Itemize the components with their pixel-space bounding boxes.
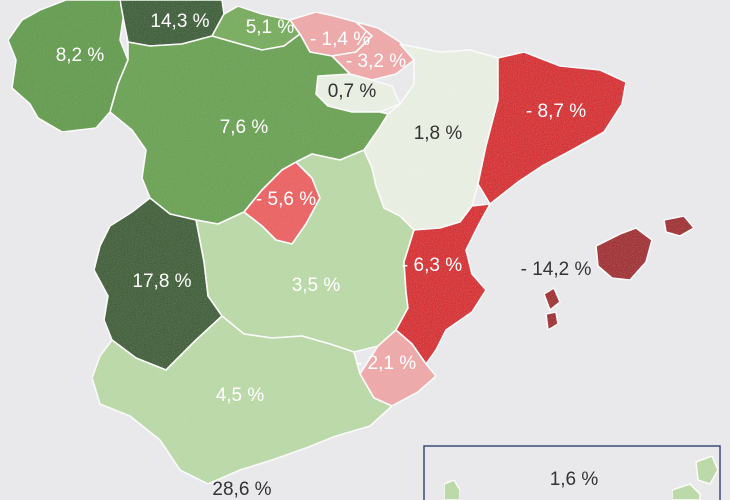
region-label-castilla-la-mancha: 3,5 % xyxy=(292,275,341,296)
region-shape-islas-baleares xyxy=(543,287,561,311)
region-shape-andalucia xyxy=(91,315,393,485)
region-murcia xyxy=(359,329,437,407)
canary-islands-inset-frame xyxy=(423,445,721,500)
region-label-comunidad-valenciana: - 6,3 % xyxy=(402,255,462,276)
region-ceuta-melilla xyxy=(443,479,461,500)
region-comunidad-valenciana xyxy=(395,203,491,365)
region-shape-islas-baleares xyxy=(663,215,695,237)
region-label-islas-baleares: - 14,2 % xyxy=(521,259,592,280)
region-shape-ceuta-melilla xyxy=(443,479,461,500)
region-label-madrid: - 5,6 % xyxy=(256,189,316,210)
labels-layer: 8,2 % 14,3 % 5,1 % - 1,4 %- 3,2 % 0,7 % 1,8 %… xyxy=(56,11,599,500)
region-label-murcia: - 2,1 % xyxy=(356,353,416,374)
region-label-extremadura: 17,8 % xyxy=(132,271,191,292)
region-canarias xyxy=(671,455,719,500)
region-galicia xyxy=(7,0,129,133)
region-label-aragon: 1,8 % xyxy=(414,123,463,144)
region-shape-murcia xyxy=(359,329,437,407)
region-label-castilla-y-leon: 7,6 % xyxy=(220,117,269,138)
region-label-cataluna: - 8,7 % xyxy=(526,101,586,122)
region-shape-islas-baleares xyxy=(595,227,653,281)
region-label-ceuta-melilla: 28,6 % xyxy=(212,479,271,500)
region-label-cantabria: 5,1 % xyxy=(246,17,295,38)
region-label-pais-vasco: - 1,4 % xyxy=(310,29,370,50)
region-label-navarra: - 3,2 % xyxy=(346,51,406,72)
region-label-asturias: 14,3 % xyxy=(150,11,209,32)
region-shape-galicia xyxy=(7,0,129,133)
regions-layer xyxy=(7,0,719,500)
region-label-andalucia: 4,5 % xyxy=(216,385,265,406)
region-shape-comunidad-valenciana xyxy=(395,203,491,365)
region-islas-baleares xyxy=(543,215,695,331)
region-label-la-rioja: 0,7 % xyxy=(328,81,377,102)
region-shape-islas-baleares xyxy=(545,311,559,331)
region-cataluna xyxy=(477,51,627,205)
region-shape-cataluna xyxy=(477,51,627,205)
region-andalucia xyxy=(91,315,393,485)
region-label-galicia: 8,2 % xyxy=(56,45,105,66)
region-label-canarias: 1,6 % xyxy=(550,469,599,490)
region-shape-canarias xyxy=(695,455,719,485)
region-shape-canarias xyxy=(671,483,701,500)
